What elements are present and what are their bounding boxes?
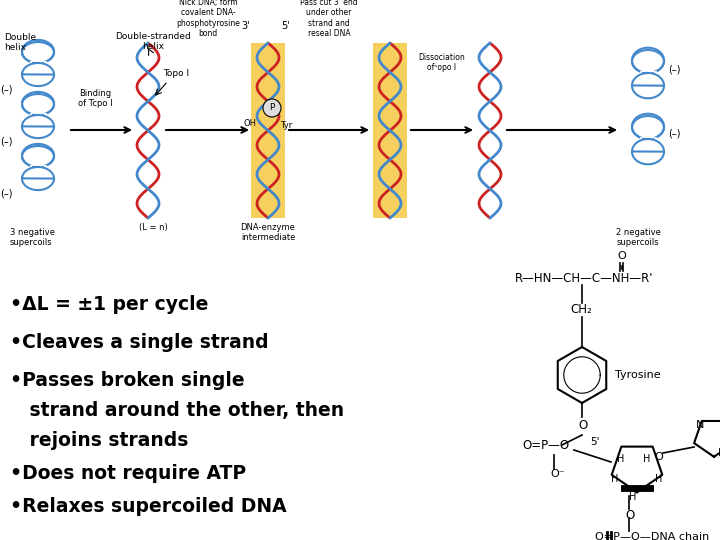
Text: (–): (–) <box>0 84 12 94</box>
Text: H: H <box>617 454 625 464</box>
Text: (–): (–) <box>668 128 680 138</box>
Text: O: O <box>654 452 663 462</box>
Text: 2 negative
supercoils: 2 negative supercoils <box>616 228 660 247</box>
Text: O: O <box>625 509 634 522</box>
Text: Tyr: Tyr <box>280 120 292 130</box>
FancyBboxPatch shape <box>373 43 407 218</box>
Text: N: N <box>696 420 704 430</box>
Text: (L = n): (L = n) <box>139 223 167 232</box>
Text: 5': 5' <box>282 21 290 31</box>
Text: (–): (–) <box>0 188 12 198</box>
Text: H: H <box>611 474 618 484</box>
Text: H: H <box>643 454 651 464</box>
Text: (–): (–) <box>668 64 680 74</box>
Text: Binding
of Tcpo I: Binding of Tcpo I <box>78 89 113 108</box>
Text: (–): (–) <box>0 136 12 146</box>
Text: O: O <box>618 251 626 261</box>
Text: •Cleaves a single strand: •Cleaves a single strand <box>10 333 269 352</box>
Text: R—HN—CH—C—NH—R': R—HN—CH—C—NH—R' <box>515 272 654 285</box>
Text: N: N <box>718 448 720 458</box>
Text: Dissociation
ofⁿopo I: Dissociation ofⁿopo I <box>418 53 465 72</box>
Text: O: O <box>578 419 588 432</box>
Text: OH: OH <box>243 118 256 127</box>
Text: strand around the other, then: strand around the other, then <box>10 401 344 420</box>
Text: rejoins strands: rejoins strands <box>10 431 189 450</box>
Text: CH₂: CH₂ <box>570 303 592 316</box>
Text: O=P—O: O=P—O <box>522 439 569 452</box>
Text: P: P <box>269 104 275 112</box>
Text: •Does not require ATP: •Does not require ATP <box>10 464 246 483</box>
Text: 3': 3' <box>242 21 251 31</box>
Text: Nick DNA; form
covalent DNA-
phosphotyrosine
bond: Nick DNA; form covalent DNA- phosphotyro… <box>176 0 240 38</box>
Circle shape <box>263 99 281 117</box>
Text: O⁻: O⁻ <box>550 469 564 479</box>
Text: Double-stranded
helix: Double-stranded helix <box>115 32 191 51</box>
Text: Tyrosine: Tyrosine <box>615 370 661 380</box>
Text: •Relaxes supercoiled DNA: •Relaxes supercoiled DNA <box>10 497 287 516</box>
Text: 5': 5' <box>590 437 600 447</box>
FancyBboxPatch shape <box>251 43 285 218</box>
Text: Topo I: Topo I <box>163 69 189 78</box>
Text: •ΔL = ±1 per cycle: •ΔL = ±1 per cycle <box>10 295 208 314</box>
Text: Double
helix: Double helix <box>4 33 36 52</box>
Text: H: H <box>655 474 662 484</box>
Text: •Passes broken single: •Passes broken single <box>10 371 245 390</box>
Text: Pass cut 3' end
under other
strand and
reseal DNA: Pass cut 3' end under other strand and r… <box>300 0 358 38</box>
Text: DNA-enzyme
intermediate: DNA-enzyme intermediate <box>240 223 295 242</box>
Text: O=P—O—DNA chain: O=P—O—DNA chain <box>595 532 709 540</box>
Text: H: H <box>629 492 636 502</box>
Text: 3 negative
supercoils: 3 negative supercoils <box>10 228 55 247</box>
